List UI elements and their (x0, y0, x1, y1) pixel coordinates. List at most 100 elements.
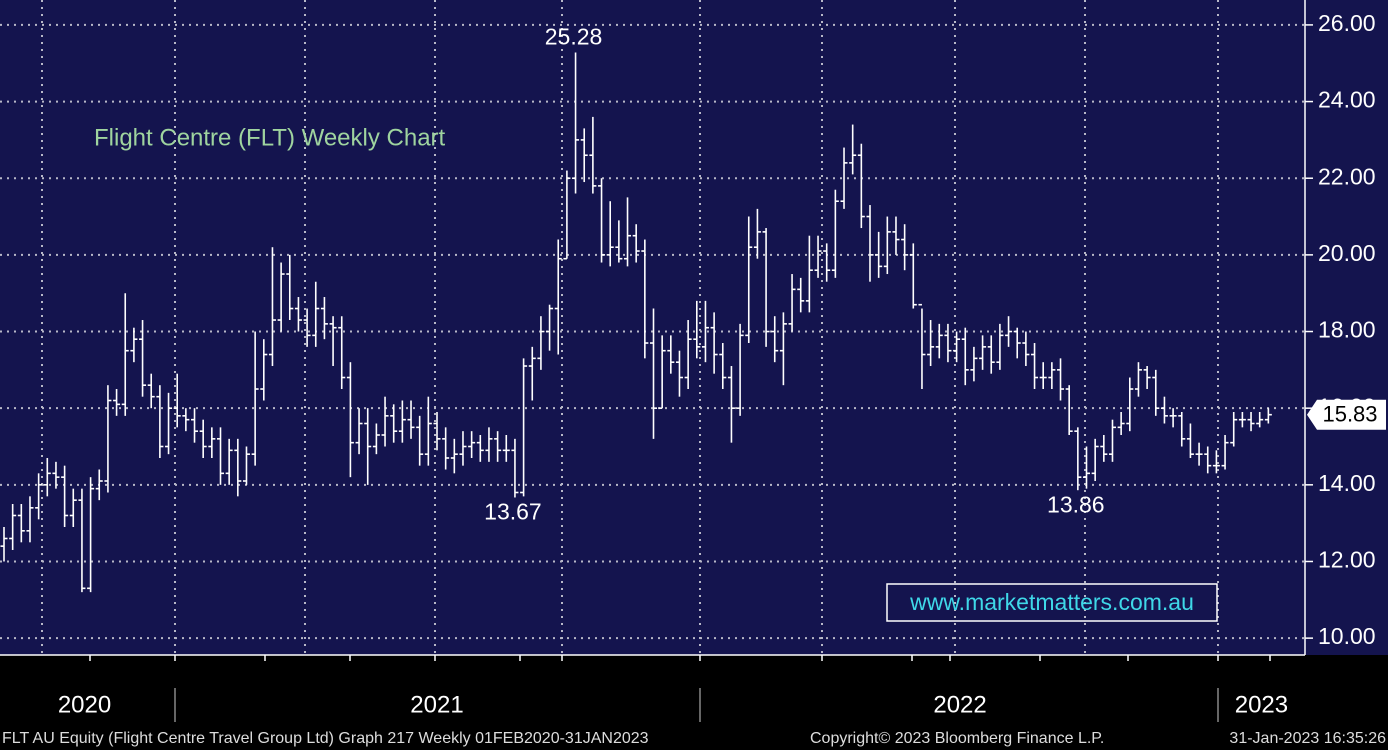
ohlc-bar (875, 231, 883, 278)
chart-title: Flight Centre (FLT) Weekly Chart (94, 124, 446, 151)
x-tick-label: 2020 (58, 691, 111, 718)
ohlc-bar (1230, 412, 1238, 447)
ohlc-bar (225, 438, 233, 485)
ohlc-bar (537, 316, 545, 370)
ohlc-bar (303, 308, 311, 347)
ohlc-bar (1221, 435, 1229, 470)
ohlc-bar (390, 404, 398, 443)
ohlc-bar (701, 300, 709, 363)
ohlc-bar (130, 327, 138, 363)
ohlc-bar (87, 477, 95, 593)
y-tick-label: 24.00 (1318, 87, 1376, 113)
ohlc-bar (43, 458, 51, 497)
ohlc-bar (1074, 427, 1082, 491)
ohlc-bar (312, 281, 320, 347)
ohlc-bar (866, 205, 874, 282)
ohlc-bar (546, 304, 554, 351)
ohlc-bar (935, 323, 943, 359)
y-tick-label: 14.00 (1318, 470, 1376, 496)
ohlc-bar (95, 469, 103, 501)
ohlc-bar (1238, 412, 1246, 428)
ohlc-bar (823, 243, 831, 282)
ohlc-bar (1195, 442, 1203, 466)
ohlc-bar (1057, 358, 1065, 401)
footer-right: 31-Jan-2023 16:35:26 (1229, 730, 1386, 747)
y-tick-label: 22.00 (1318, 163, 1376, 189)
last-price-tag (1307, 399, 1386, 430)
watermark-box (886, 583, 1218, 622)
ohlc-bar (805, 235, 813, 313)
ohlc-bar (520, 358, 528, 497)
ohlc-bar (277, 262, 285, 332)
ohlc-bar (970, 346, 978, 382)
ohlc-bar (1247, 412, 1255, 432)
ohlc-bar (883, 216, 891, 275)
footer-mid: Copyright© 2023 Bloomberg Finance L.P. (810, 730, 1104, 747)
ohlc-bar (979, 335, 987, 370)
y-tick-label: 18.00 (1318, 317, 1376, 343)
ohlc-bar (736, 323, 744, 416)
ohlc-bar (1031, 343, 1039, 390)
ohlc-bar (1169, 408, 1177, 428)
ohlc-bar (1013, 327, 1021, 359)
watermark: www.marketmatters.com.au (909, 589, 1194, 615)
ohlc-bar (684, 320, 692, 390)
x-tick-label: 2021 (410, 691, 463, 718)
ohlc-bar (1186, 423, 1194, 459)
ohlc-bar (208, 427, 216, 459)
ohlc-bar (727, 366, 735, 443)
ohlc-bar (1152, 369, 1160, 416)
y-tick-label: 12.00 (1318, 547, 1376, 573)
ohlc-bar (615, 220, 623, 263)
ohlc-bar (1091, 438, 1099, 481)
ohlc-bar (840, 147, 848, 209)
ohlc-bar (1108, 419, 1116, 462)
ohlc-bar (407, 400, 415, 439)
ohlc-bar (381, 396, 389, 447)
ohlc-bar (424, 396, 432, 466)
ohlc-bar (156, 385, 164, 459)
ohlc-bar (762, 228, 770, 347)
ohlc-bar (191, 408, 199, 443)
ohlc-bar (242, 446, 250, 485)
ohlc-bar (814, 235, 822, 278)
annotation: 13.86 (1047, 491, 1105, 517)
ohlc-bar (217, 427, 224, 485)
plot-background (0, 0, 1388, 655)
ohlc-bar (173, 373, 181, 428)
ohlc-bar (961, 327, 969, 386)
ohlc-bar (442, 427, 450, 470)
ohlc-bar (104, 385, 112, 493)
ohlc-bar (346, 362, 354, 478)
ohlc-bar (650, 308, 657, 439)
ohlc-bar (52, 461, 60, 489)
ohlc-bar (338, 316, 346, 390)
ohlc-bar (26, 496, 34, 543)
last-price-label: 15.83 (1322, 402, 1377, 427)
ohlc-bar (268, 247, 276, 367)
ohlc-bar (675, 350, 683, 397)
ohlc-bar (598, 178, 606, 263)
y-tick-label: 26.00 (1318, 10, 1376, 36)
ohlc-bar (234, 438, 242, 497)
y-tick-label: 10.00 (1318, 623, 1376, 649)
ohlc-bar (476, 435, 484, 462)
ohlc-bar (416, 415, 424, 466)
ohlc-bar (788, 274, 796, 332)
ohlc-bar (364, 408, 372, 485)
ohlc-bar (450, 438, 458, 474)
ohlc-bar (1100, 435, 1108, 462)
ohlc-bar (779, 312, 787, 386)
ohlc-bar (1005, 316, 1013, 347)
ohlc-bar (624, 197, 632, 267)
ohlc-bar (1022, 331, 1030, 367)
ohlc-bar (165, 392, 173, 455)
ohlc-bar (355, 408, 363, 455)
x-tick-label: 2022 (933, 691, 986, 718)
ohlc-bar (849, 124, 857, 175)
ohlc-bar (494, 431, 502, 462)
ohlc-bar (927, 320, 935, 367)
ohlc-bar (61, 465, 69, 527)
ohlc-bar (199, 419, 207, 459)
annotation: 25.28 (545, 24, 603, 50)
